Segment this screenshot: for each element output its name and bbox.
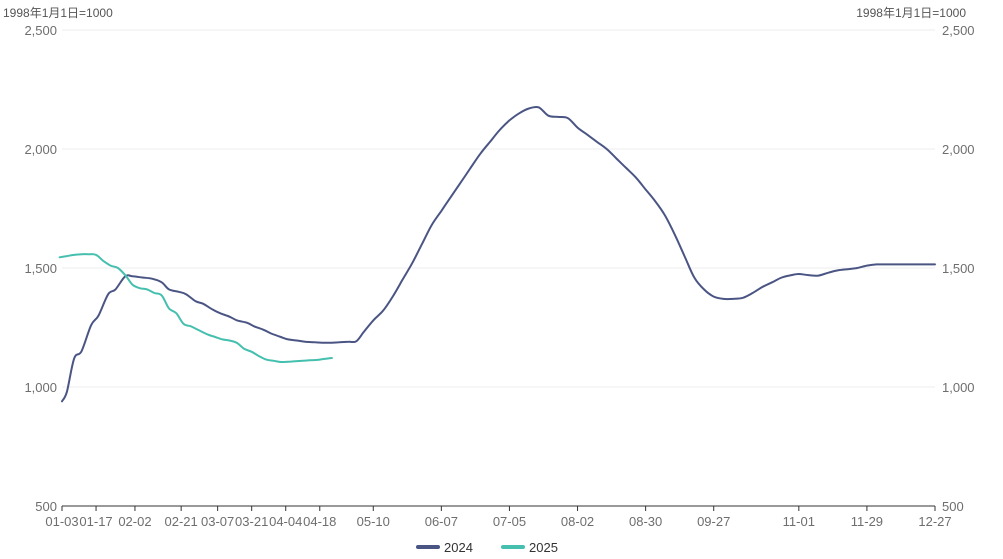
legend-item-2025[interactable]: 2025: [501, 540, 558, 555]
grid-layer: [62, 29, 935, 388]
x-tick-label: 02-02: [118, 514, 151, 529]
x-ticks: 01-03 01-17 02-02 02-21 03-07 03-21 04-04 04-18…: [45, 506, 952, 529]
x-tick-label: 01-17: [79, 514, 112, 529]
right-y-tick-label: 2,500: [942, 23, 975, 38]
axis-layer: 1998年1月1日=1000 1998年1月1日=1000: [3, 6, 966, 507]
left-axis-unit: 1998年1月1日=1000: [3, 6, 113, 20]
x-tick-label: 02-21: [165, 514, 198, 529]
x-tick-label: 07-05: [493, 514, 526, 529]
left-y-tick-label: 1,500: [24, 261, 57, 276]
x-tick-label: 03-07: [201, 514, 234, 529]
x-tick-label: 01-03: [45, 514, 78, 529]
right-y-tick-label: 2,000: [942, 142, 975, 157]
right-y-ticks: 500 1,000 1,500 2,000 2,500: [942, 23, 975, 514]
x-tick-label: 05-10: [357, 514, 390, 529]
x-tick-label: 06-07: [425, 514, 458, 529]
left-y-tick-label: 2,500: [24, 23, 57, 38]
x-tick-label: 11-29: [851, 514, 883, 529]
left-y-tick-label: 2,000: [24, 142, 57, 157]
x-tick-label: 08-02: [561, 514, 594, 529]
right-y-tick-label: 1,500: [942, 261, 975, 276]
x-tick-label: 03-21: [235, 514, 268, 529]
x-tick-label: 04-18: [303, 514, 336, 529]
left-y-tick-label: 1,000: [24, 380, 57, 395]
x-tick-label: 09-27: [697, 514, 730, 529]
series-line-2025[interactable]: [58, 253, 333, 364]
left-y-ticks: 500 1,000 1,500 2,000 2,500: [24, 23, 57, 514]
legend-item-2024[interactable]: 2024: [416, 540, 473, 555]
series-line-2024[interactable]: [61, 105, 936, 403]
legend-label: 2025: [529, 540, 558, 555]
x-tick-label: 12-27: [918, 514, 951, 529]
x-tick-label: 04-04: [269, 514, 302, 529]
left-y-tick-label: 500: [35, 499, 57, 514]
legend-label: 2024: [444, 540, 473, 555]
right-y-tick-label: 1,000: [942, 380, 975, 395]
right-axis-unit: 1998年1月1日=1000: [856, 6, 966, 20]
legend[interactable]: 2024 2025: [416, 540, 558, 555]
x-tick-label: 08-30: [629, 514, 662, 529]
series-layer: [58, 105, 936, 403]
right-y-tick-label: 500: [942, 499, 964, 514]
x-tick-label: 11-01: [783, 514, 815, 529]
